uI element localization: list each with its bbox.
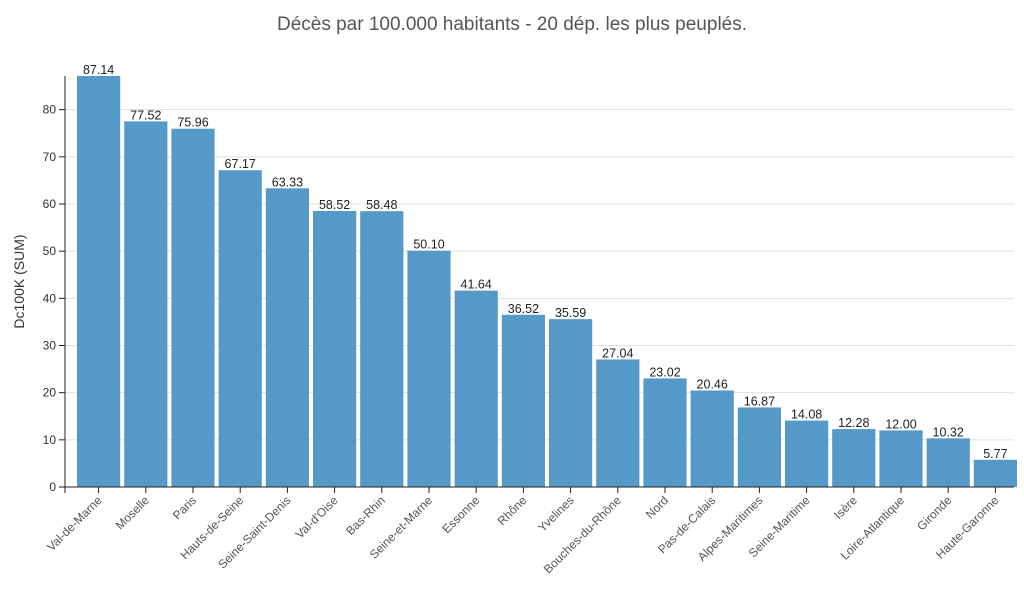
bar-value-label: 10.32 [933,425,964,439]
bar-value-label: 63.33 [272,175,303,189]
bar-value-label: 35.59 [555,306,586,320]
x-tick-label: Bas-Rhin [343,493,388,538]
bar-value-label: 41.64 [461,278,492,292]
bar-value-labels: 87.14 77.52 75.96 67.17 63.33 58.52 58.48 50.10… [83,63,1008,461]
bar[interactable] [360,211,404,487]
x-tick-label: Moselle [113,493,152,532]
bar[interactable] [973,459,1017,487]
bar-value-label: 16.87 [744,394,775,408]
x-tick-label: Nord [643,493,671,521]
bar-value-label: 5.77 [983,447,1007,461]
y-tick-label: 80 [43,103,57,117]
bar[interactable] [77,76,121,487]
x-tick-label: Essonne [439,493,482,536]
bar[interactable] [501,314,545,487]
bar[interactable] [690,390,734,487]
y-tick-label: 30 [43,339,57,353]
bar[interactable] [313,210,357,487]
bar[interactable] [265,188,309,487]
bar-value-label: 27.04 [602,346,633,360]
bar-value-label: 58.48 [366,198,397,212]
x-axis: Val-de-Marne Moselle ParisHauts-de-SeineSe… [44,486,1014,576]
x-tick-label: Rhône [495,493,530,528]
bar[interactable] [596,359,640,487]
y-tick-label: 10 [43,433,57,447]
y-axis-label: Dc100K (SUM) [11,234,27,328]
bar[interactable] [124,121,168,487]
x-tick-label: Yvelines [535,493,577,535]
bar-value-label: 12.28 [838,416,869,430]
bar[interactable] [454,290,498,487]
bar[interactable] [549,319,593,487]
x-tick-label: Paris [170,493,199,522]
bar-value-label: 77.52 [130,108,161,122]
y-tick-label: 50 [43,244,57,258]
y-tick-label: 40 [43,291,57,305]
bar-value-label: 87.14 [83,63,114,77]
bar[interactable] [832,429,876,487]
y-tick-label: 70 [43,150,57,164]
bar[interactable] [407,250,451,487]
bar-value-label: 58.52 [319,198,350,212]
bar[interactable] [879,430,923,487]
bar[interactable] [218,170,262,488]
bar-value-label: 67.17 [225,157,256,171]
y-axis: 0 10 20 30 40 50 60 70 80 [43,76,66,494]
bar[interactable] [785,420,829,487]
x-tick-label: Gironde [914,493,954,533]
x-tick-label: Val-d'Oise [293,493,341,541]
y-tick-label: 20 [43,386,57,400]
bar-value-label: 36.52 [508,302,539,316]
bar[interactable] [926,438,970,487]
y-tick-label: 60 [43,197,57,211]
bar[interactable] [171,128,215,487]
chart-title: Décès par 100.000 habitants - 20 dép. le… [276,14,748,35]
bar[interactable] [643,378,687,487]
x-tick-label: Isère [831,493,860,522]
bar-value-label: 20.46 [697,377,728,391]
bars [77,76,1017,488]
bar-value-label: 75.96 [177,116,208,130]
bar-value-label: 23.02 [649,365,680,379]
bar[interactable] [737,407,781,487]
bar-value-label: 12.00 [885,417,916,431]
y-tick-label: 0 [49,480,56,494]
bar-value-label: 14.08 [791,408,822,422]
x-tick-label: Val-de-Marne [44,493,105,554]
bar-value-label: 50.10 [413,238,444,252]
